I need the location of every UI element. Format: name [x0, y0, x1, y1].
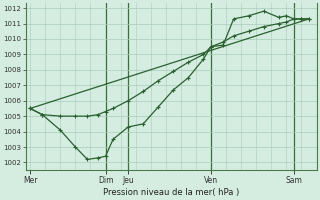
X-axis label: Pression niveau de la mer( hPa ): Pression niveau de la mer( hPa ) [103, 188, 239, 197]
